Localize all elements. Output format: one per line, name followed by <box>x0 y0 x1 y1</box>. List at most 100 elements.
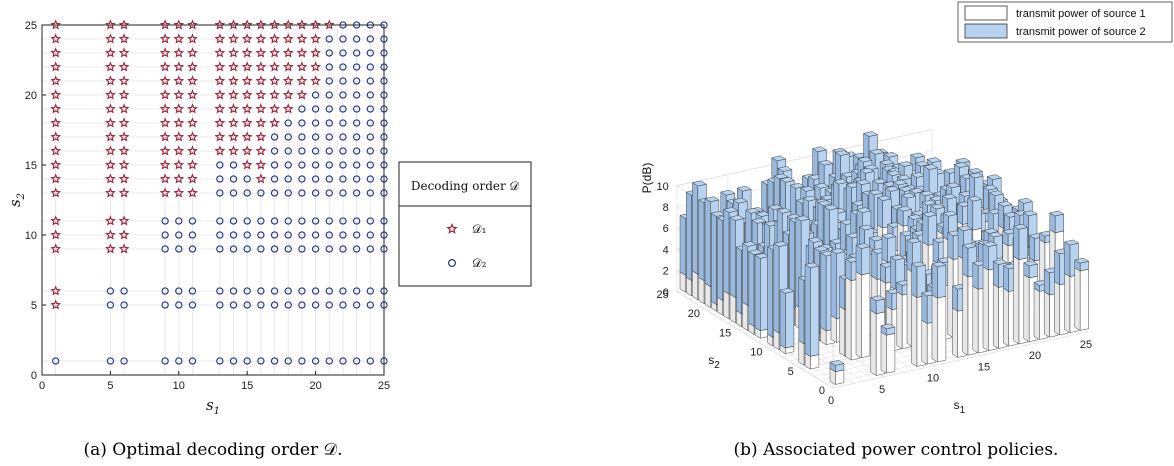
d1-point <box>228 75 239 86</box>
bar-source2-side <box>1043 269 1050 296</box>
d1-point <box>255 33 267 44</box>
d1-point <box>282 103 294 114</box>
xlabel-subscript: 1 <box>214 406 220 417</box>
d1-point <box>323 19 335 30</box>
caption-b: (b) Associated power control policies. <box>734 440 1059 460</box>
bar-source2-top <box>957 225 973 232</box>
bar-source2-side <box>798 276 805 345</box>
d1-point <box>105 103 116 114</box>
d1-point <box>255 117 267 128</box>
d1-point <box>50 75 62 86</box>
d2-point <box>216 175 224 183</box>
d2-point <box>311 217 320 225</box>
d1-point <box>50 89 62 100</box>
bar-source2-side <box>1064 241 1071 277</box>
bar-source1-side <box>972 285 979 354</box>
bar-source2-top <box>886 170 902 176</box>
legend-marker-d1 <box>446 222 458 234</box>
d1-point <box>118 243 130 254</box>
plot-a-background <box>42 25 384 375</box>
bar-source2-top <box>829 360 845 366</box>
d2-point <box>325 63 333 71</box>
d2-point <box>175 287 183 295</box>
bar-source1-side <box>1043 291 1050 338</box>
d2-point <box>175 217 183 225</box>
bar-source2-top <box>879 159 895 166</box>
d2-point <box>270 287 279 295</box>
d2-point <box>325 217 333 225</box>
bar-source2-side <box>845 258 852 282</box>
d1-point <box>187 19 198 30</box>
d2-point <box>298 287 306 295</box>
bar-source2-side <box>717 217 724 301</box>
bar-source2 <box>962 242 978 278</box>
d2-point <box>284 301 292 309</box>
d1-point <box>173 89 185 100</box>
s2-tick-label: 15 <box>719 327 731 339</box>
bar-source2-top <box>881 233 897 239</box>
s1-tick-label: 0 <box>828 395 834 407</box>
d1-point <box>118 75 130 86</box>
d2-point <box>339 35 347 43</box>
d2-point <box>270 161 279 169</box>
d1-point <box>173 117 185 128</box>
bar-source2-top <box>833 178 849 185</box>
d2-point <box>325 231 333 239</box>
bar-source1-side <box>952 307 958 358</box>
bar-source2-top <box>884 185 900 192</box>
d1-point <box>105 229 116 240</box>
bar-source2-top <box>919 190 935 197</box>
bar-source2-top <box>779 287 795 294</box>
legend-b-label-src2: transmit power of source 2 <box>1016 26 1146 38</box>
bar-source2-front <box>1018 227 1028 260</box>
d1-point <box>187 159 198 170</box>
bar-source1-side <box>962 273 969 356</box>
bar-source2-top <box>1013 223 1029 230</box>
bar-source2-top <box>773 173 789 180</box>
d1-point <box>50 117 62 128</box>
bar-source1-front <box>861 272 871 359</box>
d2-point <box>366 49 374 57</box>
z-tick-label: 4 <box>663 244 669 256</box>
d2-point <box>339 287 347 295</box>
d2-point <box>352 133 361 141</box>
d2-point <box>339 175 347 183</box>
bar-source2-top <box>988 231 1004 238</box>
bar-source1-side <box>742 301 749 332</box>
d1-point <box>214 47 226 58</box>
d2-point <box>161 357 169 365</box>
bar-source1-side <box>931 294 938 363</box>
bar-source2-side <box>742 242 749 306</box>
bar-source1-side <box>692 270 699 301</box>
d2-point <box>352 35 361 43</box>
bar-source2-top <box>992 259 1008 265</box>
d1-point <box>296 19 308 30</box>
d1-point <box>118 145 130 156</box>
x-tick-label: 5 <box>107 380 113 392</box>
bar-source2-top <box>767 204 783 210</box>
d1-point <box>269 33 280 44</box>
bar-source2-side <box>1054 250 1060 286</box>
bar-source2-top <box>857 156 873 163</box>
d2-point <box>229 189 238 197</box>
bar-source2-top <box>896 174 912 181</box>
d1-point <box>296 89 308 100</box>
d2-point <box>216 287 224 295</box>
d1-point <box>159 19 171 30</box>
d1-point <box>159 61 171 72</box>
bar-source2-side <box>982 243 989 271</box>
s1-tick-label: 10 <box>927 373 939 385</box>
d1-point <box>187 131 198 142</box>
d1-point <box>241 19 253 30</box>
bar-source2-side <box>877 197 883 229</box>
d2-point <box>257 189 265 197</box>
d2-point <box>352 77 361 85</box>
bar-source2-top <box>968 167 983 174</box>
s1-tick-label: 20 <box>1029 350 1041 362</box>
d1-point <box>118 89 130 100</box>
z-tick-label: 0 <box>663 287 669 299</box>
d1-point <box>241 61 253 72</box>
d1-point <box>118 187 130 198</box>
bar-source2-top <box>923 164 939 170</box>
